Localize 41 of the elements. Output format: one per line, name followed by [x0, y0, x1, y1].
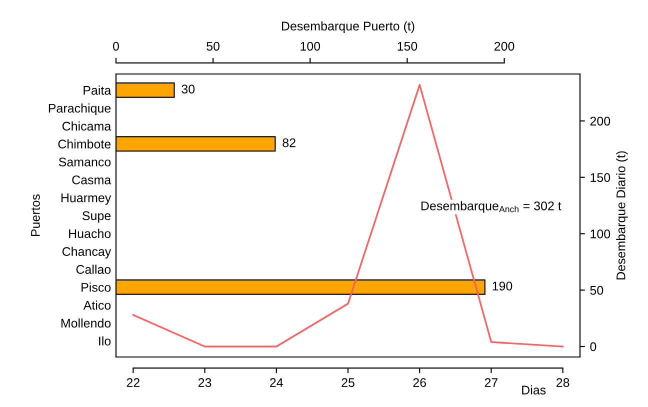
- x-tick-label: 50: [206, 42, 220, 51]
- x-axis-title: Dias: [522, 385, 546, 394]
- y-tick-label: Samanco: [58, 158, 111, 166]
- y2-tick-label: 150: [590, 173, 610, 182]
- line-series: [132, 84, 564, 348]
- data-label: 190: [492, 282, 512, 290]
- annotation: Desembarque$_{Anch}$ = 302 t: [421, 201, 562, 213]
- y-tick-label: Chicama: [62, 121, 112, 131]
- x-tick-label: 28: [556, 378, 570, 388]
- y-tick-label: Ilo: [99, 336, 111, 346]
- y-axis-title: Puertos: [31, 194, 40, 236]
- x-tick-label: 100: [300, 42, 320, 51]
- y2-tick-label: 50: [590, 286, 604, 295]
- y2-tick-label: 200: [590, 116, 610, 126]
- y-tick-label: Parachique: [48, 104, 111, 116]
- y-tick-label: Paita: [84, 86, 112, 95]
- x-tick-label: 23: [198, 378, 212, 388]
- y2-tick-label: 0: [590, 342, 596, 352]
- y-tick-label: Mollendo: [61, 318, 111, 328]
- x-tick-label: 27: [484, 378, 498, 387]
- x-axis-title: Desembarque Puerto (t): [282, 21, 414, 33]
- x-tick-label: 24: [270, 378, 283, 387]
- data-label: 30: [182, 84, 195, 94]
- y-tick-label: Chancay: [62, 246, 112, 258]
- y-tick-label: Casma: [72, 175, 112, 184]
- data-label: 82: [282, 138, 296, 148]
- y-tick-label: Supe: [82, 211, 111, 223]
- y2-axis-title: Desembarque Diario (t): [616, 151, 628, 280]
- y-tick-label: Atico: [83, 300, 111, 310]
- y-tick-label: Huarmey: [61, 194, 112, 205]
- x-tick-label: 200: [494, 42, 514, 51]
- x-tick-label: 26: [413, 378, 426, 388]
- x-tick-label: 25: [342, 378, 354, 388]
- x-tick-label: 22: [126, 378, 140, 387]
- y-tick-label: Pisco: [82, 282, 111, 292]
- y-tick-label: Callao: [76, 264, 111, 274]
- y-tick-label: Huacho: [69, 228, 111, 238]
- x-tick-label: 150: [398, 42, 418, 51]
- y-tick-label: Chimbote: [58, 139, 111, 149]
- x-tick-label: 0: [113, 42, 119, 51]
- y2-tick-label: 100: [590, 230, 610, 238]
